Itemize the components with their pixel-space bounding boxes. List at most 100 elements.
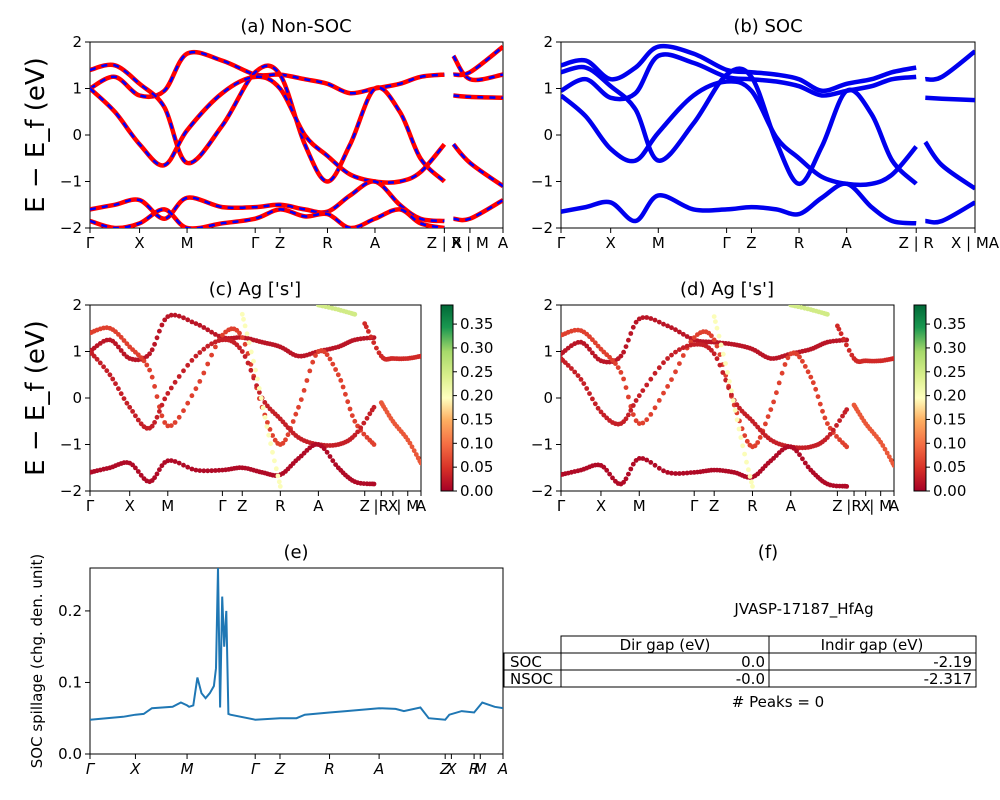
projection-point	[644, 382, 650, 388]
projection-point	[755, 440, 761, 445]
nonsoc-band-dash-7	[452, 143, 503, 188]
projection-point	[844, 484, 850, 489]
colorbar-tick-label: 0.30	[933, 339, 966, 357]
projection-point	[209, 329, 215, 335]
projection-point	[615, 365, 621, 370]
projection-point	[374, 345, 379, 351]
projection-point	[732, 407, 738, 413]
projection-point	[797, 452, 802, 458]
projection-point	[154, 394, 160, 399]
projection-point	[648, 376, 654, 382]
x-tick-label: Γ	[690, 497, 699, 515]
projection-point	[673, 327, 678, 333]
projection-point	[727, 379, 732, 384]
projection-point	[830, 427, 836, 433]
projection-point	[618, 353, 624, 359]
x-tick-label: A	[842, 234, 853, 252]
projection-point	[290, 419, 296, 424]
projection-point	[841, 336, 846, 342]
colorbar-d-ticks: 0.00 0.05 0.10 0.15 0.20 0.25 0.30 0.35	[926, 315, 966, 500]
colorbar-tick-label: 0.05	[933, 458, 966, 476]
nonsoc-band-dash-3	[90, 75, 446, 184]
projection-point	[656, 398, 662, 403]
projection-point	[590, 337, 595, 343]
projection-point	[154, 335, 160, 341]
colorbar-tick-label: 0.20	[933, 387, 966, 405]
projection-point	[598, 409, 604, 415]
colorbar-tick-label: 0.10	[460, 434, 493, 452]
peaks-count: # Peaks = 0	[732, 693, 824, 711]
projection-point	[124, 341, 130, 347]
projection-point	[241, 316, 246, 322]
x-tick-label: M	[474, 760, 487, 778]
y-tick-label: −2	[531, 219, 553, 237]
projection-point	[157, 409, 162, 414]
projection-point	[744, 438, 750, 444]
projection-point	[884, 450, 890, 456]
projection-point	[157, 328, 162, 334]
projection-point	[581, 381, 587, 386]
projection-point	[201, 370, 207, 376]
projection-point	[159, 322, 165, 328]
projection-point	[189, 466, 195, 472]
projection-point	[101, 364, 106, 370]
panel-d-title: (d) Ag ['s']	[680, 279, 774, 300]
projection-point	[834, 434, 839, 439]
panel-b-title: (b) SOC	[733, 16, 802, 37]
projection-point	[352, 418, 358, 424]
projection-point	[321, 349, 327, 355]
x-tick-label: | M	[869, 497, 892, 515]
projection-point	[661, 390, 666, 396]
projection-point	[648, 316, 654, 321]
projection-point	[757, 435, 763, 440]
projection-point	[714, 356, 720, 362]
projection-point	[371, 404, 377, 410]
projection-point	[636, 456, 642, 461]
projection-point	[673, 471, 678, 476]
projection-point	[891, 356, 894, 361]
projection-point	[266, 432, 272, 438]
projection-point	[734, 402, 740, 408]
projection-point	[149, 347, 155, 353]
projection-point	[774, 390, 779, 396]
projection-point	[280, 440, 286, 446]
projection-point	[587, 391, 592, 396]
projection-point	[411, 448, 417, 454]
projection-point	[815, 394, 821, 399]
nonsoc-band-dash-9	[452, 55, 503, 82]
projection-point	[185, 400, 191, 406]
projection-point	[168, 312, 174, 318]
projection-point	[805, 369, 811, 375]
projection-point	[680, 331, 686, 337]
projection-point	[688, 470, 694, 475]
projection-point	[413, 452, 419, 457]
projection-point	[838, 331, 844, 337]
projection-point	[747, 474, 753, 479]
projection-point	[168, 423, 174, 428]
projection-point	[181, 315, 186, 321]
soc-band-4	[561, 181, 917, 226]
projection-point	[711, 314, 717, 319]
y-tick-label: 0.1	[58, 673, 82, 691]
projection-point	[347, 406, 353, 412]
projection-point	[162, 317, 168, 323]
projection-point	[604, 467, 610, 473]
projection-point	[189, 393, 195, 399]
projection-point	[669, 352, 674, 358]
projection-point	[277, 484, 283, 489]
projection-point	[138, 472, 144, 478]
projection-point	[307, 368, 313, 374]
projection-point	[185, 317, 191, 323]
projection-point	[262, 414, 268, 420]
projection-point	[189, 358, 195, 363]
projection-point	[246, 340, 252, 345]
projection-point	[193, 467, 199, 473]
nonsoc-band-1	[90, 49, 445, 100]
projection-point	[296, 404, 301, 410]
projection-point	[640, 420, 646, 426]
projection-point	[825, 311, 830, 317]
projection-point	[729, 392, 734, 398]
projection-point	[304, 378, 310, 383]
projection-point	[121, 396, 127, 401]
